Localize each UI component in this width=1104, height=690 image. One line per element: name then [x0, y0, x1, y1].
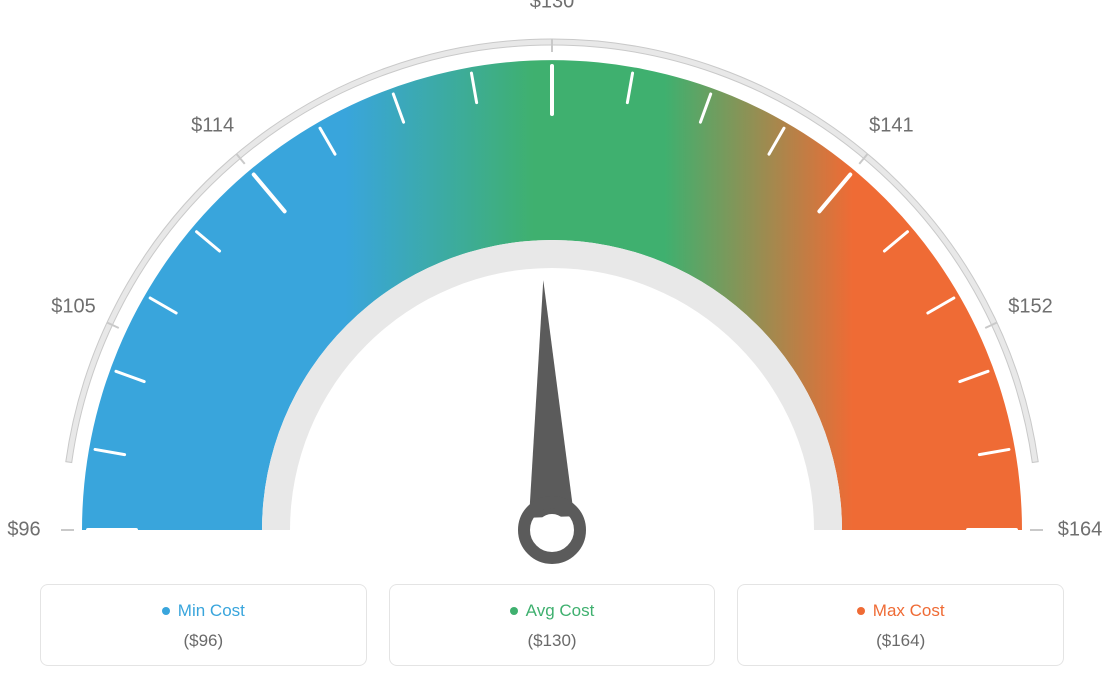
- legend-value-avg: ($130): [400, 631, 705, 651]
- gauge-tick-label: $105: [51, 295, 96, 318]
- legend-title-min: Min Cost: [162, 601, 245, 621]
- legend-value-max: ($164): [748, 631, 1053, 651]
- gauge-tick-label: $141: [869, 114, 914, 137]
- gauge-tick-label: $114: [191, 114, 234, 137]
- legend-dot-avg: [510, 607, 518, 615]
- gauge-chart: $96$105$114$130$141$152$164: [52, 10, 1052, 575]
- legend-title-avg: Avg Cost: [510, 601, 595, 621]
- legend-card-avg: Avg Cost ($130): [389, 584, 716, 666]
- legend-card-min: Min Cost ($96): [40, 584, 367, 666]
- gauge-svg: [52, 10, 1052, 570]
- legend-card-max: Max Cost ($164): [737, 584, 1064, 666]
- gauge-tick-label: $152: [1008, 295, 1053, 318]
- legend-row: Min Cost ($96) Avg Cost ($130) Max Cost …: [40, 584, 1064, 666]
- legend-label-avg: Avg Cost: [526, 601, 595, 621]
- legend-label-max: Max Cost: [873, 601, 945, 621]
- legend-label-min: Min Cost: [178, 601, 245, 621]
- legend-value-min: ($96): [51, 631, 356, 651]
- gauge-tick-label: $164: [1058, 519, 1103, 542]
- gauge-tick-label: $130: [530, 0, 575, 14]
- gauge-tick-label: $96: [7, 519, 40, 542]
- legend-dot-min: [162, 607, 170, 615]
- legend-title-max: Max Cost: [857, 601, 945, 621]
- legend-dot-max: [857, 607, 865, 615]
